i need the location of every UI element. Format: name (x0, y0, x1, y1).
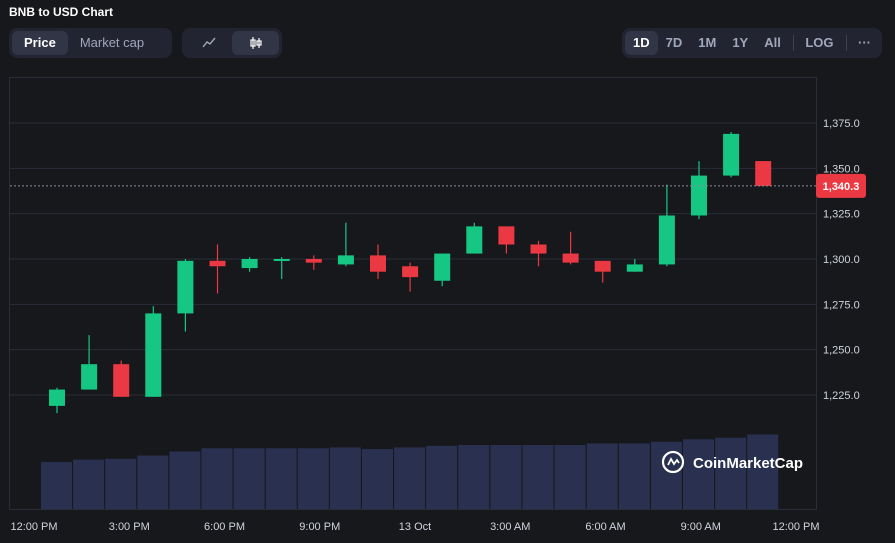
range-1y-button[interactable]: 1Y (732, 35, 749, 50)
line-chart-button[interactable] (185, 31, 232, 55)
volume-bar (169, 451, 201, 509)
volume-bar (137, 455, 169, 509)
candle-body (594, 260, 611, 272)
line-chart-icon (201, 37, 216, 48)
volume-bar (73, 459, 105, 509)
candle-body (177, 260, 194, 314)
x-tick-label: 6:00 AM (585, 521, 625, 533)
last-price-label: 1,340.3 (823, 181, 860, 193)
range-toggle: 1D 7D 1M 1Y All LOG ··· (622, 28, 882, 58)
candlestick-icon (249, 37, 262, 49)
x-tick-label: 3:00 PM (109, 521, 150, 533)
candle-body (562, 253, 579, 263)
candle-body (145, 313, 162, 397)
volume-bar (265, 448, 297, 509)
more-options-button[interactable]: ··· (857, 35, 871, 50)
chart-type-toggle (182, 28, 282, 58)
metric-toggle: Price Market cap (9, 28, 172, 58)
volume-bar (105, 458, 137, 509)
range-1d-button[interactable]: 1D (625, 31, 658, 55)
range-7d-button[interactable]: 7D (665, 35, 683, 50)
range-1m-button[interactable]: 1M (698, 35, 717, 50)
candle-body (113, 364, 130, 397)
coinmarketcap-watermark: CoinMarketCap (661, 450, 803, 474)
volume-bar (426, 445, 458, 509)
volume-bar (747, 434, 779, 509)
volume-bar (586, 443, 618, 509)
volume-bar (297, 448, 329, 509)
volume-bar (490, 445, 522, 509)
y-tick-label: 1,250.0 (823, 345, 860, 357)
coinmarketcap-logo-icon (661, 450, 685, 474)
candle-body (434, 253, 451, 281)
x-axis: 12:00 PM 3:00 PM 6:00 PM 9:00 PM 13 Oct 3:00 … (10, 521, 819, 533)
volume-bar (394, 447, 426, 509)
y-tick-label: 1,275.0 (823, 299, 860, 311)
watermark-text: CoinMarketCap (693, 455, 803, 472)
candle-body (466, 226, 483, 254)
x-tick-label: 12:00 PM (772, 521, 819, 533)
candle-body (273, 259, 290, 261)
x-tick-label: 12:00 PM (10, 521, 57, 533)
market-cap-tab[interactable]: Market cap (79, 35, 145, 50)
candle-body (370, 255, 386, 272)
range-all-button[interactable]: All (764, 35, 781, 50)
x-tick-label: 13 Oct (399, 521, 431, 533)
candle-body (755, 161, 772, 186)
candle-body (241, 259, 258, 269)
candle-body (305, 259, 322, 263)
candle-body (691, 175, 707, 216)
y-tick-label: 1,350.0 (823, 163, 860, 175)
candle-body (498, 226, 515, 245)
volume-bar (522, 445, 554, 509)
candle-body (402, 266, 419, 278)
candles (49, 132, 772, 414)
candle-body (49, 389, 65, 406)
x-tick-label: 9:00 AM (681, 521, 721, 533)
chart-title: BNB to USD Chart (9, 5, 113, 19)
candle-body (530, 244, 547, 254)
volume-bar (233, 448, 265, 509)
candle-body (209, 260, 226, 267)
volume-bar (458, 445, 490, 509)
volume-bar (201, 448, 233, 509)
last-price-badge (816, 173, 866, 198)
price-tab[interactable]: Price (12, 31, 68, 55)
candlestick-button[interactable] (232, 31, 279, 55)
last-price-marker: 1,340.3 (10, 173, 866, 198)
y-axis: 1,225.0 1,250.0 1,275.0 1,300.0 1,325.0 1,350… (823, 118, 860, 402)
chart-frame (9, 77, 817, 510)
log-scale-button[interactable]: LOG (805, 35, 834, 50)
x-tick-label: 9:00 PM (299, 521, 340, 533)
volume-bar (715, 437, 747, 509)
volume-bar (554, 445, 586, 509)
candle-body (337, 255, 354, 265)
candle-body (723, 133, 740, 176)
volume-bar (618, 443, 650, 509)
candle-body (626, 264, 643, 272)
y-tick-label: 1,225.0 (823, 390, 860, 402)
volume-bar (362, 449, 393, 509)
y-tick-label: 1,375.0 (823, 118, 860, 130)
logo-wave (667, 457, 680, 466)
x-tick-label: 6:00 PM (204, 521, 245, 533)
candle-body (658, 215, 675, 265)
gridlines (10, 122, 816, 396)
y-tick-label: 1,300.0 (823, 254, 860, 266)
volume-bars (41, 434, 779, 509)
x-tick-label: 3:00 AM (490, 521, 530, 533)
candle-body (81, 364, 98, 390)
volume-bar (683, 439, 714, 509)
volume-bar (329, 447, 361, 509)
y-tick-label: 1,325.0 (823, 209, 860, 221)
volume-bar (41, 462, 72, 509)
